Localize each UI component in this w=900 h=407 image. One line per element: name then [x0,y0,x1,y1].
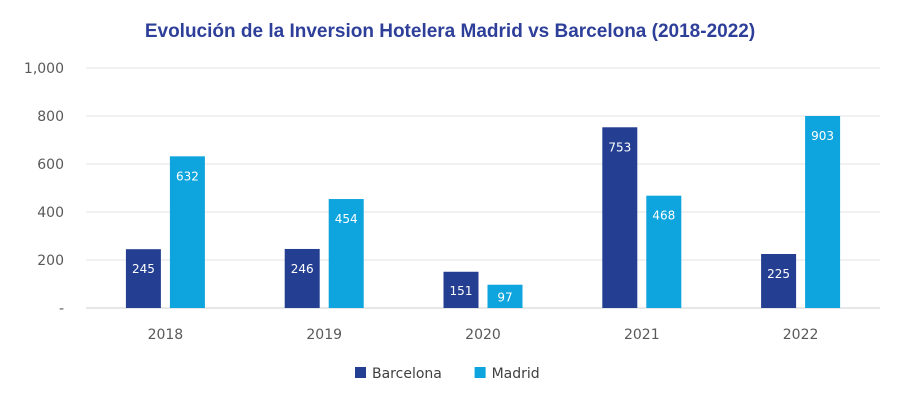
x-tick-label: 2020 [465,327,501,343]
legend-label-madrid: Madrid [492,366,540,382]
bar-barcelona-2018 [125,249,161,308]
data-label: 632 [176,169,199,183]
x-axis: 2018 2019 2020 2021 2022 [148,327,819,343]
bar-madrid-2018 [169,156,205,308]
bar-madrid-2022 [805,116,841,308]
legend: Barcelona Madrid [355,366,540,382]
y-axis: - 200 400 600 800 1,000 [24,61,64,317]
bar-barcelona-2022 [761,254,797,308]
data-label: 97 [497,290,512,304]
data-label: 245 [132,262,155,276]
bar-barcelona-2020 [443,271,479,308]
y-tick-label: 800 [37,109,64,125]
data-label: 225 [767,267,790,281]
gridlines [86,67,880,309]
bar-madrid-2020 [487,284,523,308]
x-tick-label: 2021 [624,327,660,343]
x-tick-label: 2022 [783,327,819,343]
data-label: 151 [450,284,473,298]
bar-barcelona-2021 [602,127,638,308]
legend-swatch-barcelona [355,367,366,378]
chart-title: Evolución de la Inversion Hotelera Madri… [145,21,755,42]
x-tick-label: 2018 [148,327,184,343]
y-tick-label: 600 [37,157,64,173]
bar-madrid-2019 [328,199,364,308]
data-label: 468 [652,209,675,223]
data-label: 246 [291,262,314,276]
y-tick-label: 400 [37,205,64,221]
legend-label-barcelona: Barcelona [372,366,442,382]
bar-barcelona-2019 [284,248,320,308]
legend-swatch-madrid [474,367,486,378]
x-tick-label: 2019 [306,327,342,343]
bar-madrid-2021 [646,195,682,308]
y-tick-label: - [59,301,64,317]
y-tick-label: 200 [37,253,64,269]
y-tick-label: 1,000 [24,61,64,77]
bars [125,116,841,308]
data-label: 454 [335,212,358,226]
data-label: 903 [811,129,834,143]
data-labels: 245 632 246 454 151 97 753 468 225 903 [132,129,834,304]
data-label: 753 [608,140,631,154]
